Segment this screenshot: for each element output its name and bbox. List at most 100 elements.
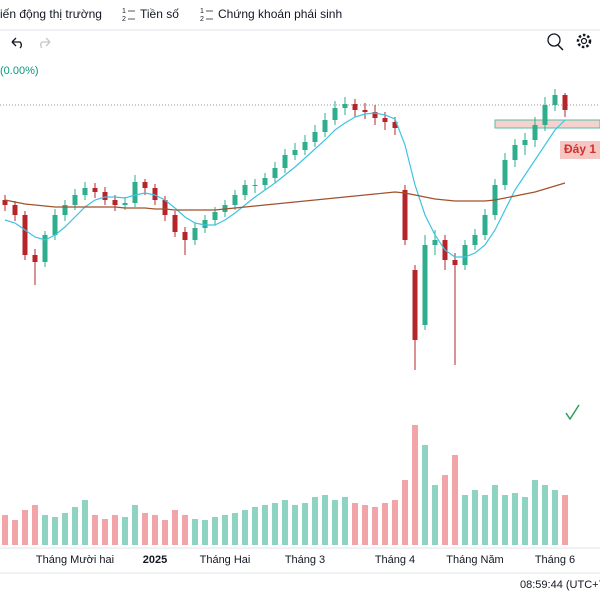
- candle-body: [542, 105, 548, 125]
- candle-body: [262, 178, 268, 185]
- candle-body: [82, 188, 88, 195]
- volume-bar: [2, 515, 8, 545]
- candle-body: [92, 188, 98, 192]
- volume-bar: [342, 497, 348, 545]
- volume-bar: [252, 507, 258, 545]
- zoom-button: [557, 44, 564, 51]
- candle-body: [162, 200, 168, 215]
- volume-bar: [92, 515, 98, 545]
- moving-average: [4, 182, 566, 211]
- candle-body: [102, 192, 108, 200]
- volume-bar: [262, 505, 268, 545]
- x-tick-label: Tháng 3: [285, 554, 325, 566]
- tab[interactable]: Tiền số: [140, 7, 179, 21]
- volume-bar: [42, 515, 48, 545]
- zoom-button[interactable]: [547, 33, 561, 47]
- tab-icon: 1: [200, 8, 204, 15]
- candle-body: [142, 182, 148, 188]
- volume-bar: [132, 505, 138, 545]
- candle-body: [252, 185, 258, 186]
- candle-body: [342, 104, 348, 108]
- candle-body: [42, 235, 48, 262]
- candle-body: [512, 145, 518, 160]
- volume-bar: [22, 510, 28, 545]
- volume-bar: [392, 500, 398, 545]
- volume-bar: [522, 497, 528, 545]
- volume-bar: [412, 425, 418, 545]
- candle-body: [232, 195, 238, 205]
- x-tick-label: Tháng Năm: [446, 554, 503, 566]
- tab-icon: 2: [122, 16, 126, 23]
- candle-body: [422, 245, 428, 325]
- volume-bar: [242, 510, 248, 545]
- volume-bar: [32, 505, 38, 545]
- volume-bar: [292, 505, 298, 545]
- volume-bar: [362, 505, 368, 545]
- candle-body: [202, 220, 208, 228]
- candle-body: [112, 200, 118, 205]
- candle-body: [282, 155, 288, 168]
- volume-bar: [312, 497, 318, 545]
- toolbar: [0, 0, 600, 30]
- change-annotation: (0.00%): [0, 65, 39, 77]
- candle-body: [272, 168, 278, 178]
- volume-bar: [232, 513, 238, 545]
- x-tick-label: Tháng 4: [375, 554, 415, 566]
- candle-body: [22, 215, 28, 255]
- x-tick-label: 2025: [143, 554, 167, 566]
- x-tick-label: Tháng 6: [535, 554, 575, 566]
- candle-body: [432, 240, 438, 245]
- volume-bar: [272, 503, 278, 545]
- settings-button[interactable]: [576, 33, 592, 49]
- candle-body: [352, 104, 358, 110]
- volume-bar: [102, 519, 108, 545]
- candle-body: [182, 232, 188, 240]
- settings-button: [580, 37, 588, 45]
- volume-bar: [302, 503, 308, 545]
- volume-bar: [202, 520, 208, 545]
- volume-bar: [52, 517, 58, 545]
- volume-bar: [382, 503, 388, 545]
- candle-body: [172, 215, 178, 232]
- candle-body: [532, 125, 538, 140]
- plot: Tháng Mười hai 2025 Tháng Hai Tháng 3 Tháng …: [2, 89, 600, 566]
- candle-body: [2, 200, 8, 205]
- tab-icon: 1: [122, 8, 126, 15]
- volume-bar: [402, 480, 408, 545]
- candle-body: [302, 142, 308, 150]
- candle-body: [32, 255, 38, 262]
- volume-bar: [72, 507, 78, 545]
- candle-body: [362, 110, 368, 112]
- candle-body: [482, 215, 488, 235]
- candle-body: [332, 108, 338, 120]
- candle-body: [372, 112, 378, 118]
- tab[interactable]: iến động thị trường: [0, 7, 102, 21]
- volume-bar: [462, 495, 468, 545]
- candle-body: [152, 188, 158, 200]
- candle-body: [132, 182, 138, 203]
- volume-bar: [492, 485, 498, 545]
- volume-bar: [542, 485, 548, 545]
- volume-bar: [182, 515, 188, 545]
- candle-body: [312, 132, 318, 142]
- candle-body: [462, 245, 468, 265]
- undo-button[interactable]: [11, 37, 22, 49]
- zone-label-bg: [560, 141, 600, 159]
- zone-label: Đáy 1: [564, 142, 596, 156]
- tab[interactable]: Chứng khoán phái sinh: [218, 7, 342, 21]
- volume-bar: [452, 455, 458, 545]
- candle-body: [472, 235, 478, 245]
- volume-bar: [282, 500, 288, 545]
- volume-bar: [322, 495, 328, 545]
- candle-body: [192, 228, 198, 240]
- volume-bar: [552, 490, 558, 545]
- volume-bar: [222, 515, 228, 545]
- volume-bar: [12, 520, 18, 545]
- volume-bar: [62, 513, 68, 545]
- tab-icon: 2: [200, 16, 204, 23]
- clock: 08:59:44 (UTC+7: [520, 579, 600, 591]
- redo-button[interactable]: [40, 37, 51, 49]
- volume-bar: [112, 515, 118, 545]
- volume-bar: [172, 510, 178, 545]
